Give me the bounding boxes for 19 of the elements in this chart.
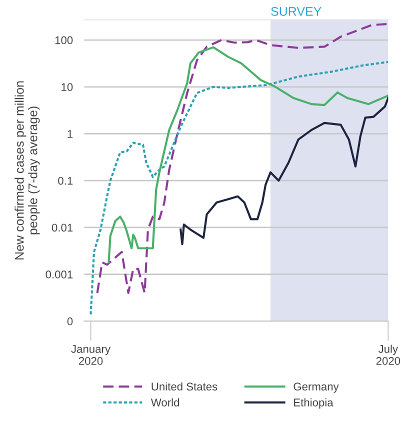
- x-tick-label: July 2020: [376, 344, 400, 365]
- line-series: [180, 96, 388, 246]
- legend-label: Germany: [294, 382, 339, 393]
- legend-label: Ethiopia: [294, 398, 334, 409]
- y-tick-label: 0.1: [58, 176, 73, 185]
- line-series: [96, 23, 388, 294]
- y-tick-label: 0.001: [46, 270, 73, 278]
- y-tick-label: 100: [55, 36, 73, 44]
- band-label: SURVEY: [271, 7, 322, 16]
- line-series: [90, 60, 388, 316]
- x-tick-label: January 2020: [71, 345, 110, 365]
- line-series: [108, 46, 388, 264]
- y-axis-title: New confirmed cases per million people (7-day average): [14, 81, 40, 260]
- y-tick-label: 1: [68, 130, 73, 138]
- y-tick-label: 0.01: [52, 224, 73, 232]
- legend-label: United States: [152, 382, 218, 391]
- y-tick-label: 0: [67, 317, 73, 326]
- legend-label: World: [150, 398, 180, 406]
- y-tick-label: 10: [62, 83, 73, 92]
